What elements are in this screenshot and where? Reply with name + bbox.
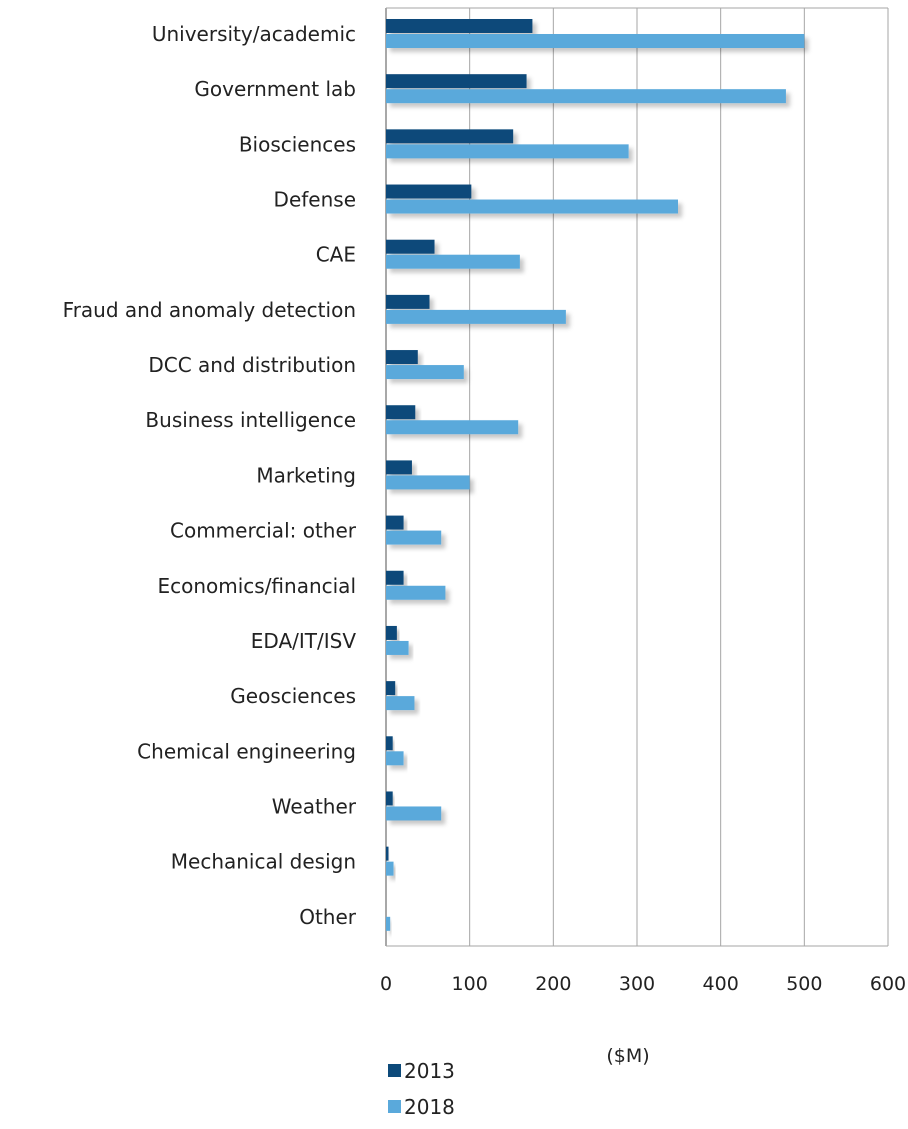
bar-2013 xyxy=(386,625,397,640)
category-label: Marketing xyxy=(256,463,356,487)
bar-2013 xyxy=(386,19,533,33)
category-label: University/academic xyxy=(152,22,356,46)
x-axis-ticks: 0 100 200 300 400 500 600 xyxy=(380,973,906,995)
bar-2013 xyxy=(386,736,393,751)
bar-2018 xyxy=(386,696,415,711)
bar-2013 xyxy=(386,570,404,585)
bar-2018 xyxy=(386,254,520,269)
x-tick-label: 400 xyxy=(703,973,739,995)
bar-2018 xyxy=(386,585,446,600)
bar-2018 xyxy=(386,806,442,821)
category-label: Other xyxy=(299,905,357,929)
x-axis-label: ($M) xyxy=(606,1045,649,1067)
bar-2013 xyxy=(386,74,527,89)
bar-2018 xyxy=(386,530,442,545)
bar-2018 xyxy=(386,751,404,766)
category-label: CAE xyxy=(316,243,356,267)
bar-2013 xyxy=(386,791,393,806)
bar-2018 xyxy=(386,199,678,214)
x-tick-label: 100 xyxy=(452,973,488,995)
legend-swatch-2018 xyxy=(388,1100,401,1113)
category-label: Commercial: other xyxy=(170,519,357,543)
bar-2018 xyxy=(386,144,629,159)
category-label: DCC and distribution xyxy=(148,353,356,377)
legend-swatch-2013 xyxy=(388,1064,401,1077)
bar-2018 xyxy=(386,89,786,104)
category-label: Chemical engineering xyxy=(137,739,356,763)
bar-2013 xyxy=(386,350,418,365)
x-tick-label: 200 xyxy=(535,973,571,995)
bar-2018 xyxy=(386,640,409,655)
bar-2013 xyxy=(386,515,404,530)
bar-2018 xyxy=(386,916,391,931)
bar-2013 xyxy=(386,681,396,696)
bar-2013 xyxy=(386,184,472,199)
bar-2018 xyxy=(386,475,470,490)
category-label: Biosciences xyxy=(239,132,356,156)
category-label: Government lab xyxy=(194,77,356,101)
bar-2013 xyxy=(386,239,435,254)
bars xyxy=(386,19,805,931)
category-label: EDA/IT/ISV xyxy=(251,629,357,653)
bar-2018 xyxy=(386,420,519,435)
x-tick-label: 0 xyxy=(380,973,392,995)
bar-2013 xyxy=(386,846,389,861)
category-labels: University/academic Government lab Bioscie… xyxy=(63,22,357,929)
legend-label-2013: 2013 xyxy=(404,1059,455,1083)
grid xyxy=(385,7,889,947)
bar-2018 xyxy=(386,309,566,324)
bar-2018 xyxy=(386,861,394,876)
x-tick-label: 500 xyxy=(786,973,822,995)
category-label: Fraud and anomaly detection xyxy=(63,298,356,322)
bar-2018 xyxy=(386,34,805,48)
category-label: Economics/financial xyxy=(157,574,356,598)
category-label: Business intelligence xyxy=(145,408,356,432)
category-label: Geosciences xyxy=(230,684,356,708)
bar-2013 xyxy=(386,294,430,309)
category-label: Weather xyxy=(272,794,357,818)
category-label: Mechanical design xyxy=(171,850,356,874)
x-tick-label: 600 xyxy=(870,973,906,995)
x-tick-label: 300 xyxy=(619,973,655,995)
bar-2013 xyxy=(386,405,416,420)
category-label: Defense xyxy=(274,188,356,212)
legend: 2013 2018 xyxy=(388,1059,455,1119)
bar-2018 xyxy=(386,365,464,380)
bar-2013 xyxy=(386,460,412,475)
legend-label-2018: 2018 xyxy=(404,1095,455,1119)
bar-2013 xyxy=(386,129,514,144)
